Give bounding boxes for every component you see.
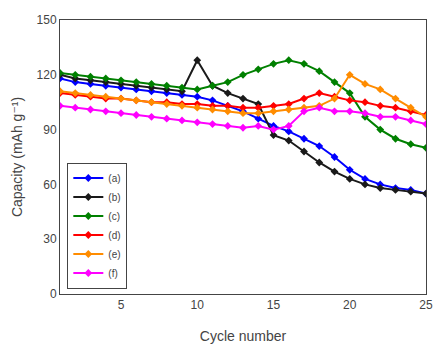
svg-text:120: 120 (37, 68, 57, 82)
svg-text:(d): (d) (108, 230, 120, 241)
svg-text:(c): (c) (108, 211, 120, 222)
svg-text:90: 90 (43, 123, 57, 137)
svg-text:(f): (f) (108, 268, 117, 279)
svg-text:60: 60 (43, 178, 57, 192)
svg-text:Cycle number: Cycle number (200, 328, 287, 344)
svg-text:150: 150 (37, 13, 57, 27)
svg-text:15: 15 (267, 298, 281, 312)
svg-text:30: 30 (43, 232, 57, 246)
svg-text:(e): (e) (108, 249, 120, 260)
svg-text:(b): (b) (108, 192, 120, 203)
svg-text:(a): (a) (108, 173, 120, 184)
svg-text:25: 25 (419, 298, 433, 312)
svg-text:20: 20 (343, 298, 357, 312)
svg-text:Capacity (mAh g⁻¹): Capacity (mAh g⁻¹) (9, 97, 25, 217)
svg-text:0: 0 (50, 287, 57, 301)
svg-text:10: 10 (191, 298, 205, 312)
svg-text:5: 5 (118, 298, 125, 312)
